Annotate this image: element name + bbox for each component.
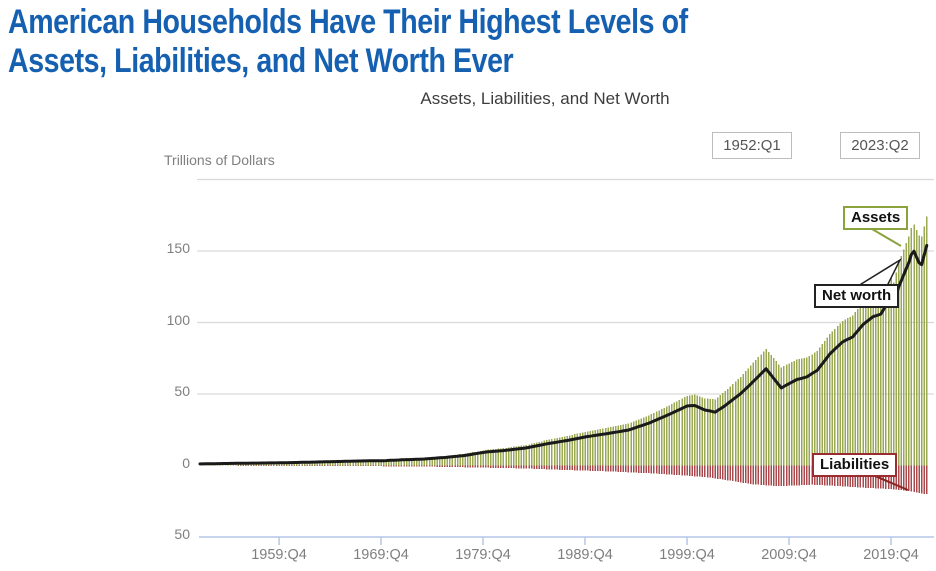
x-tick-label: 1989:Q4 [557, 547, 613, 563]
liabilities-series-label: Liabilities [812, 453, 898, 477]
y-tick-label: 50 [174, 526, 190, 542]
x-tick-label: 1969:Q4 [353, 547, 409, 563]
net-worth-series-label: Net worth [814, 284, 900, 308]
x-tick-label: 1979:Q4 [455, 547, 511, 563]
page-title-line1: American Households Have Their Highest L… [8, 3, 688, 41]
y-axis-unit-label: Trillions of Dollars [164, 152, 275, 168]
assets-series-label: Assets [843, 206, 909, 230]
date-range-start-box[interactable]: 1952:Q1 [712, 132, 792, 159]
x-tick-label: 2009:Q4 [761, 547, 817, 563]
page-title: American Households Have Their Highest L… [8, 3, 688, 81]
page-title-line2: Assets, Liabilities, and Net Worth Ever [8, 42, 514, 80]
chart-title: Assets, Liabilities, and Net Worth [420, 89, 670, 108]
liabilities-callout-line [874, 475, 909, 491]
net-worth-callout-pointer [855, 257, 902, 287]
y-tick-label: 0 [182, 454, 190, 471]
y-tick-label: 150 [166, 240, 190, 256]
x-tick-label: 1999:Q4 [659, 547, 715, 563]
net-worth-line [198, 243, 929, 466]
y-tick-label: 50 [174, 383, 190, 399]
y-tick-label: 100 [166, 311, 190, 328]
x-tick-label: 1959:Q4 [251, 547, 307, 563]
date-range-end-box[interactable]: 2023:Q2 [840, 132, 920, 159]
assets-callout-line [871, 228, 902, 247]
assets-bars [199, 216, 928, 466]
x-tick-label: 2019:Q4 [863, 547, 919, 563]
